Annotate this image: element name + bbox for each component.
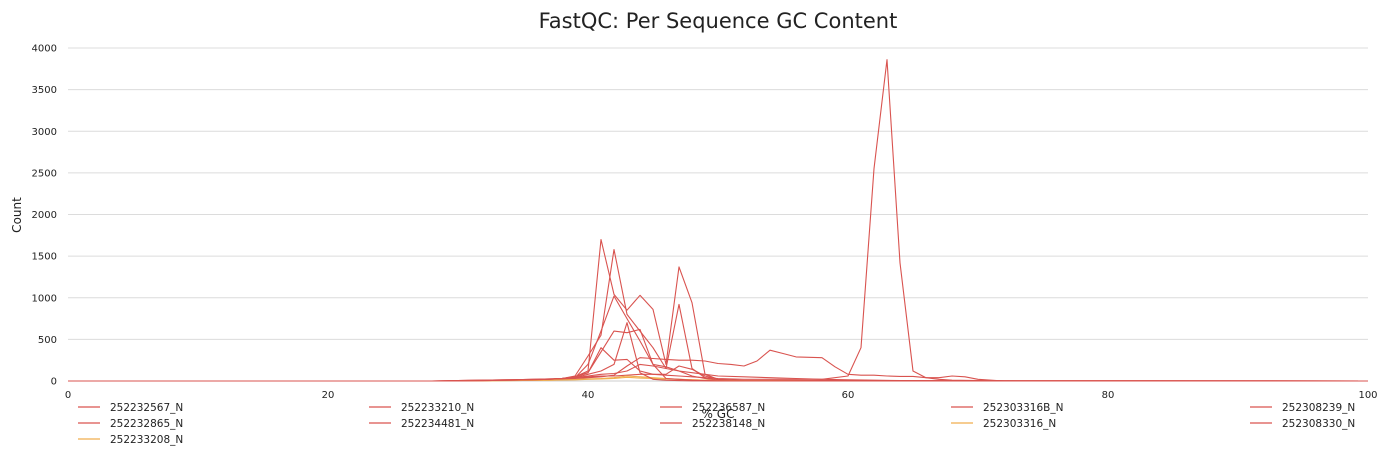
legend-label: 252232567_N bbox=[110, 402, 183, 414]
legend-label: 252303316B_N bbox=[983, 402, 1063, 414]
x-axis-label: % GC bbox=[702, 407, 735, 421]
legend-label: 252238148_N bbox=[692, 418, 765, 430]
x-tick-label: 60 bbox=[842, 390, 855, 401]
series-line-252233210_N bbox=[68, 238, 1369, 382]
y-tick-label: 1500 bbox=[32, 252, 57, 263]
y-tick-label: 2000 bbox=[32, 210, 57, 221]
legend-label: 252308330_N bbox=[1282, 418, 1355, 430]
legend-label: 252234481_N bbox=[401, 418, 474, 430]
grid-lines bbox=[68, 47, 1368, 382]
chart-title: FastQC: Per Sequence GC Content bbox=[539, 9, 898, 33]
legend-label: 252232865_N bbox=[110, 418, 183, 430]
series-line-252308330_N bbox=[68, 322, 1368, 382]
series-lines bbox=[68, 59, 1369, 382]
legend-label: 252233208_N bbox=[110, 434, 183, 446]
x-tick-label: 20 bbox=[322, 390, 335, 401]
legend-label: 252308239_N bbox=[1282, 402, 1355, 414]
y-tick-label: 500 bbox=[38, 335, 57, 346]
y-tick-labels: 0 500 1000 1500 2000 2500 3000 3500 4000 bbox=[32, 44, 57, 388]
x-tick-label: 80 bbox=[1102, 390, 1115, 401]
series-line-252234481_N bbox=[68, 248, 1369, 382]
x-tick-labels: 0 20 40 60 80 100 bbox=[65, 390, 1378, 401]
x-tick-label: 100 bbox=[1358, 390, 1377, 401]
y-tick-label: 4000 bbox=[32, 44, 57, 55]
y-tick-label: 3000 bbox=[32, 127, 57, 138]
y-tick-label: 3500 bbox=[32, 85, 57, 96]
y-axis-label: Count bbox=[10, 197, 24, 233]
x-tick-label: 0 bbox=[65, 390, 71, 401]
y-tick-label: 0 bbox=[51, 377, 57, 388]
series-line-252308239_N bbox=[68, 328, 1369, 382]
legend-label: 252233210_N bbox=[401, 402, 474, 414]
legend-label: 252236587_N bbox=[692, 402, 765, 414]
y-tick-label: 2500 bbox=[32, 168, 57, 179]
legend-label: 252303316_N bbox=[983, 418, 1056, 430]
x-tick-label: 40 bbox=[582, 390, 595, 401]
legend: 252232567_N 252232865_N 252233208_N 2522332… bbox=[78, 402, 1355, 446]
y-tick-label: 1000 bbox=[32, 293, 57, 304]
series-line-252232865_N bbox=[68, 59, 1368, 382]
series-line-252303316B_N bbox=[68, 349, 1368, 382]
series-line-252238148_N bbox=[68, 295, 1369, 382]
